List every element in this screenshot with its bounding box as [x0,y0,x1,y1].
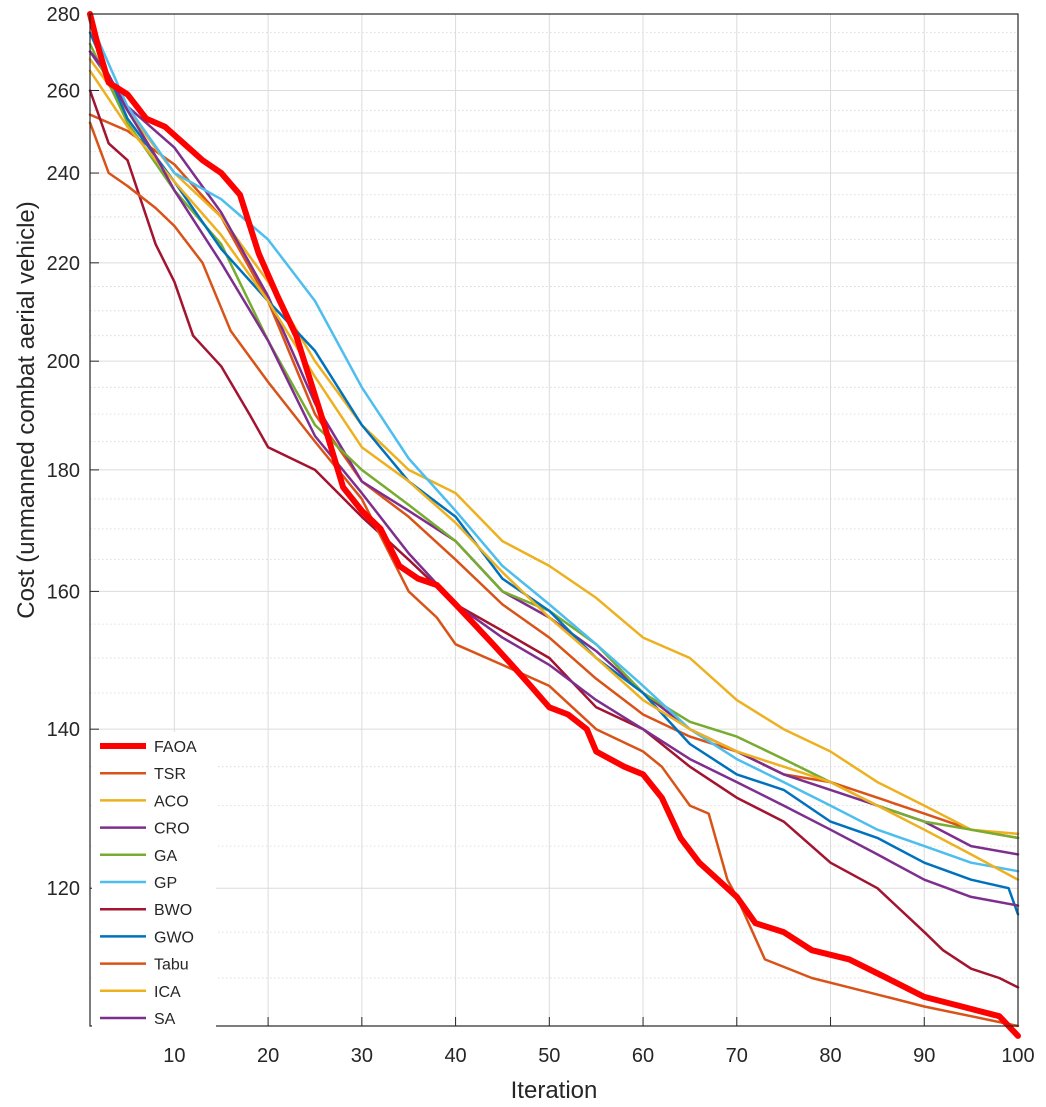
y-axis-label: Cost (unmanned combat aerial vehicle) [13,201,40,619]
plot-background [90,14,1018,1026]
legend-label-cro: CRO [154,821,190,838]
minor-grid [90,32,1018,979]
y-tick-label: 260 [47,80,80,102]
series-line-bwo [88,89,1020,989]
series-line-faoa [87,11,1021,1039]
y-axis-ticks: 120 140 160 180 200 220 240 260 280 [47,4,99,900]
legend-label-ica: ICA [154,984,181,1001]
legend-label-gp: GP [154,875,177,892]
x-tick-label: 50 [538,1045,560,1067]
y-tick-label: 280 [47,4,80,26]
x-tick-label: 20 [257,1045,279,1067]
series-layer [87,11,1021,1039]
y-tick-label: 240 [47,163,80,185]
series-line-gp [88,20,1020,873]
legend-box [92,732,216,1046]
legend-label-gwo: GWO [154,929,194,946]
x-tick-label: 80 [819,1045,841,1067]
x-tick-label: 60 [632,1045,654,1067]
y-tick-label: 160 [47,581,80,603]
x-tick-label: 40 [444,1045,466,1067]
y-tick-label: 180 [47,460,80,482]
legend-label-tabu: Tabu [154,957,189,974]
x-tick-label: 100 [1001,1045,1034,1067]
legend-label-sa: SA [154,1011,176,1028]
x-tick-label: 10 [163,1045,185,1067]
x-axis-label: Iteration [511,1077,598,1104]
x-axis-ticks: 10 20 30 40 50 60 70 80 90 100 [163,1017,1035,1067]
legend-label-tsr: TSR [154,766,186,783]
x-tick-label: 30 [351,1045,373,1067]
y-tick-label: 140 [47,719,80,741]
legend-label-aco: ACO [154,793,189,810]
legend-label-bwo: BWO [154,902,192,919]
legend-label-ga: GA [154,848,177,865]
legend-label-faoa: FAOA [154,739,197,756]
series-line-tabu [88,121,1020,1028]
y-tick-label: 120 [47,878,80,900]
y-tick-label: 220 [47,253,80,275]
plot-frame [89,13,1019,1027]
x-tick-label: 90 [913,1045,935,1067]
series-line-ica [88,69,1020,881]
series-line-tsr [88,113,1020,840]
x-tick-label: 70 [726,1045,748,1067]
y-tick-label: 200 [47,351,80,373]
legend: FAOA TSR ACO CRO GA GP BWO GWO Tabu ICA SA [92,732,216,1046]
series-line-sa [88,50,1020,907]
series-line-gwo [88,31,1020,916]
